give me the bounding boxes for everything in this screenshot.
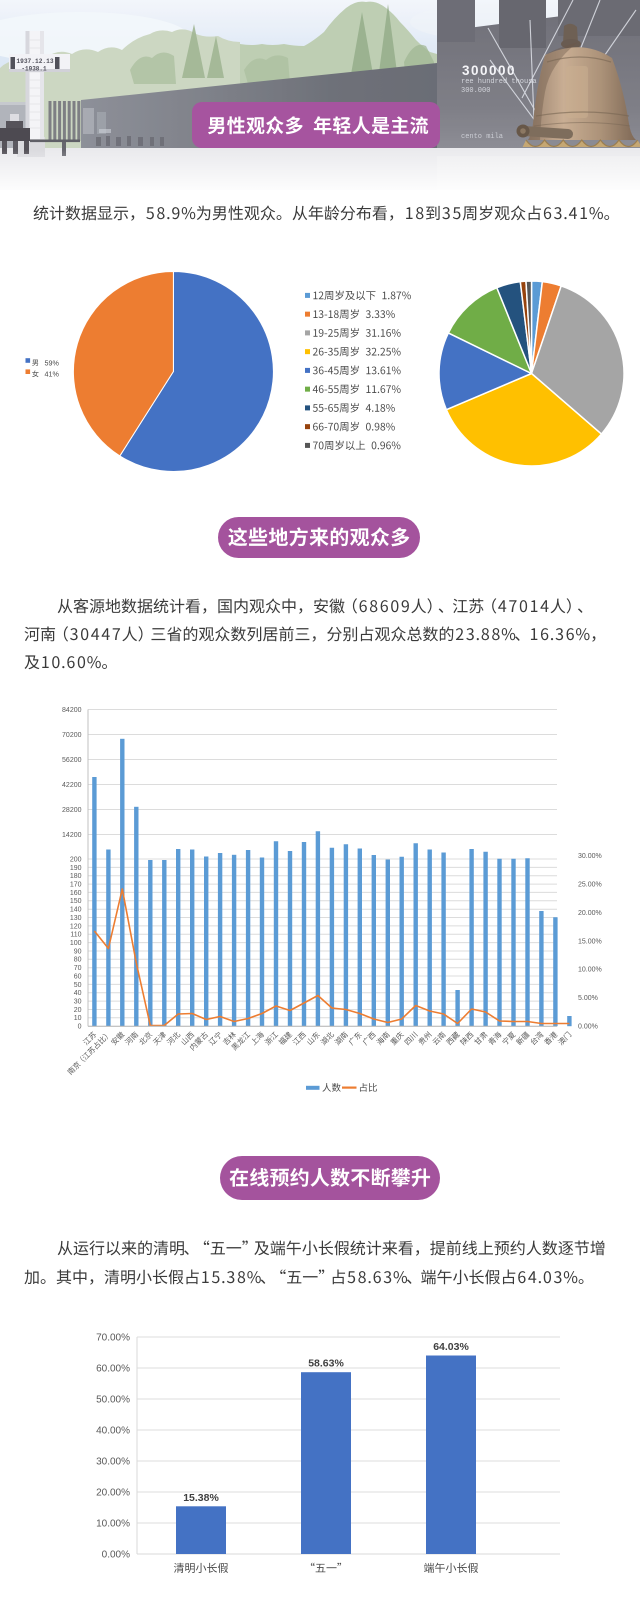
svg-text:25.00%: 25.00% — [578, 881, 602, 888]
svg-text:5.00%: 5.00% — [578, 995, 598, 1002]
svg-text:14200: 14200 — [62, 832, 82, 839]
svg-text:60: 60 — [74, 973, 82, 980]
svg-text:120: 120 — [70, 923, 82, 930]
svg-text:ree hundred thousa: ree hundred thousa — [461, 78, 537, 86]
svg-text:110: 110 — [70, 932, 81, 939]
svg-text:300000: 300000 — [462, 63, 516, 78]
svg-text:180: 180 — [70, 873, 82, 880]
svg-text:130: 130 — [70, 915, 82, 922]
svg-text:30: 30 — [74, 999, 82, 1006]
svg-text:50.00%: 50.00% — [96, 1395, 130, 1406]
svg-text:100: 100 — [70, 940, 82, 947]
svg-text:84200: 84200 — [62, 707, 82, 714]
svg-text:30.00%: 30.00% — [578, 853, 602, 860]
svg-text:cento mila: cento mila — [461, 133, 503, 141]
svg-text:140: 140 — [70, 907, 82, 914]
svg-text:15.38%: 15.38% — [183, 1492, 219, 1504]
svg-text:64.03%: 64.03% — [433, 1341, 469, 1353]
svg-text:190: 190 — [70, 865, 82, 872]
svg-text:40.00%: 40.00% — [96, 1426, 130, 1437]
svg-text:160: 160 — [70, 890, 82, 897]
svg-text:56200: 56200 — [62, 757, 82, 764]
svg-text:70: 70 — [74, 965, 82, 972]
svg-text:10.00%: 10.00% — [578, 967, 602, 974]
svg-text:20.00%: 20.00% — [578, 910, 602, 917]
svg-text:170: 170 — [70, 881, 82, 888]
svg-text:20.00%: 20.00% — [96, 1488, 130, 1499]
svg-text:200: 200 — [70, 856, 82, 863]
svg-text:-1938.1: -1938.1 — [21, 66, 47, 73]
svg-text:10.00%: 10.00% — [96, 1519, 130, 1530]
svg-text:300.000: 300.000 — [461, 87, 490, 95]
svg-text:70.00%: 70.00% — [96, 1333, 130, 1344]
svg-text:0: 0 — [78, 1024, 82, 1031]
svg-text:41%: 41% — [45, 370, 60, 379]
svg-text:59%: 59% — [45, 358, 60, 367]
svg-text:42200: 42200 — [62, 782, 82, 789]
svg-text:0.00%: 0.00% — [102, 1550, 130, 1561]
svg-text:60.00%: 60.00% — [96, 1364, 130, 1375]
svg-text:40: 40 — [74, 990, 82, 997]
svg-text:80: 80 — [74, 957, 82, 964]
svg-text:28200: 28200 — [62, 807, 82, 814]
svg-text:58.63%: 58.63% — [308, 1358, 344, 1370]
svg-text:10: 10 — [74, 1015, 82, 1022]
svg-text:50: 50 — [74, 982, 82, 989]
svg-text:150: 150 — [70, 898, 82, 905]
svg-text:15.00%: 15.00% — [578, 938, 602, 945]
svg-text:0.00%: 0.00% — [578, 1024, 598, 1031]
svg-text:30.00%: 30.00% — [96, 1457, 130, 1468]
svg-text:70200: 70200 — [62, 732, 82, 739]
svg-text:1937.12.13: 1937.12.13 — [16, 58, 53, 65]
svg-text:90: 90 — [74, 948, 82, 955]
svg-text:20: 20 — [74, 1007, 82, 1014]
